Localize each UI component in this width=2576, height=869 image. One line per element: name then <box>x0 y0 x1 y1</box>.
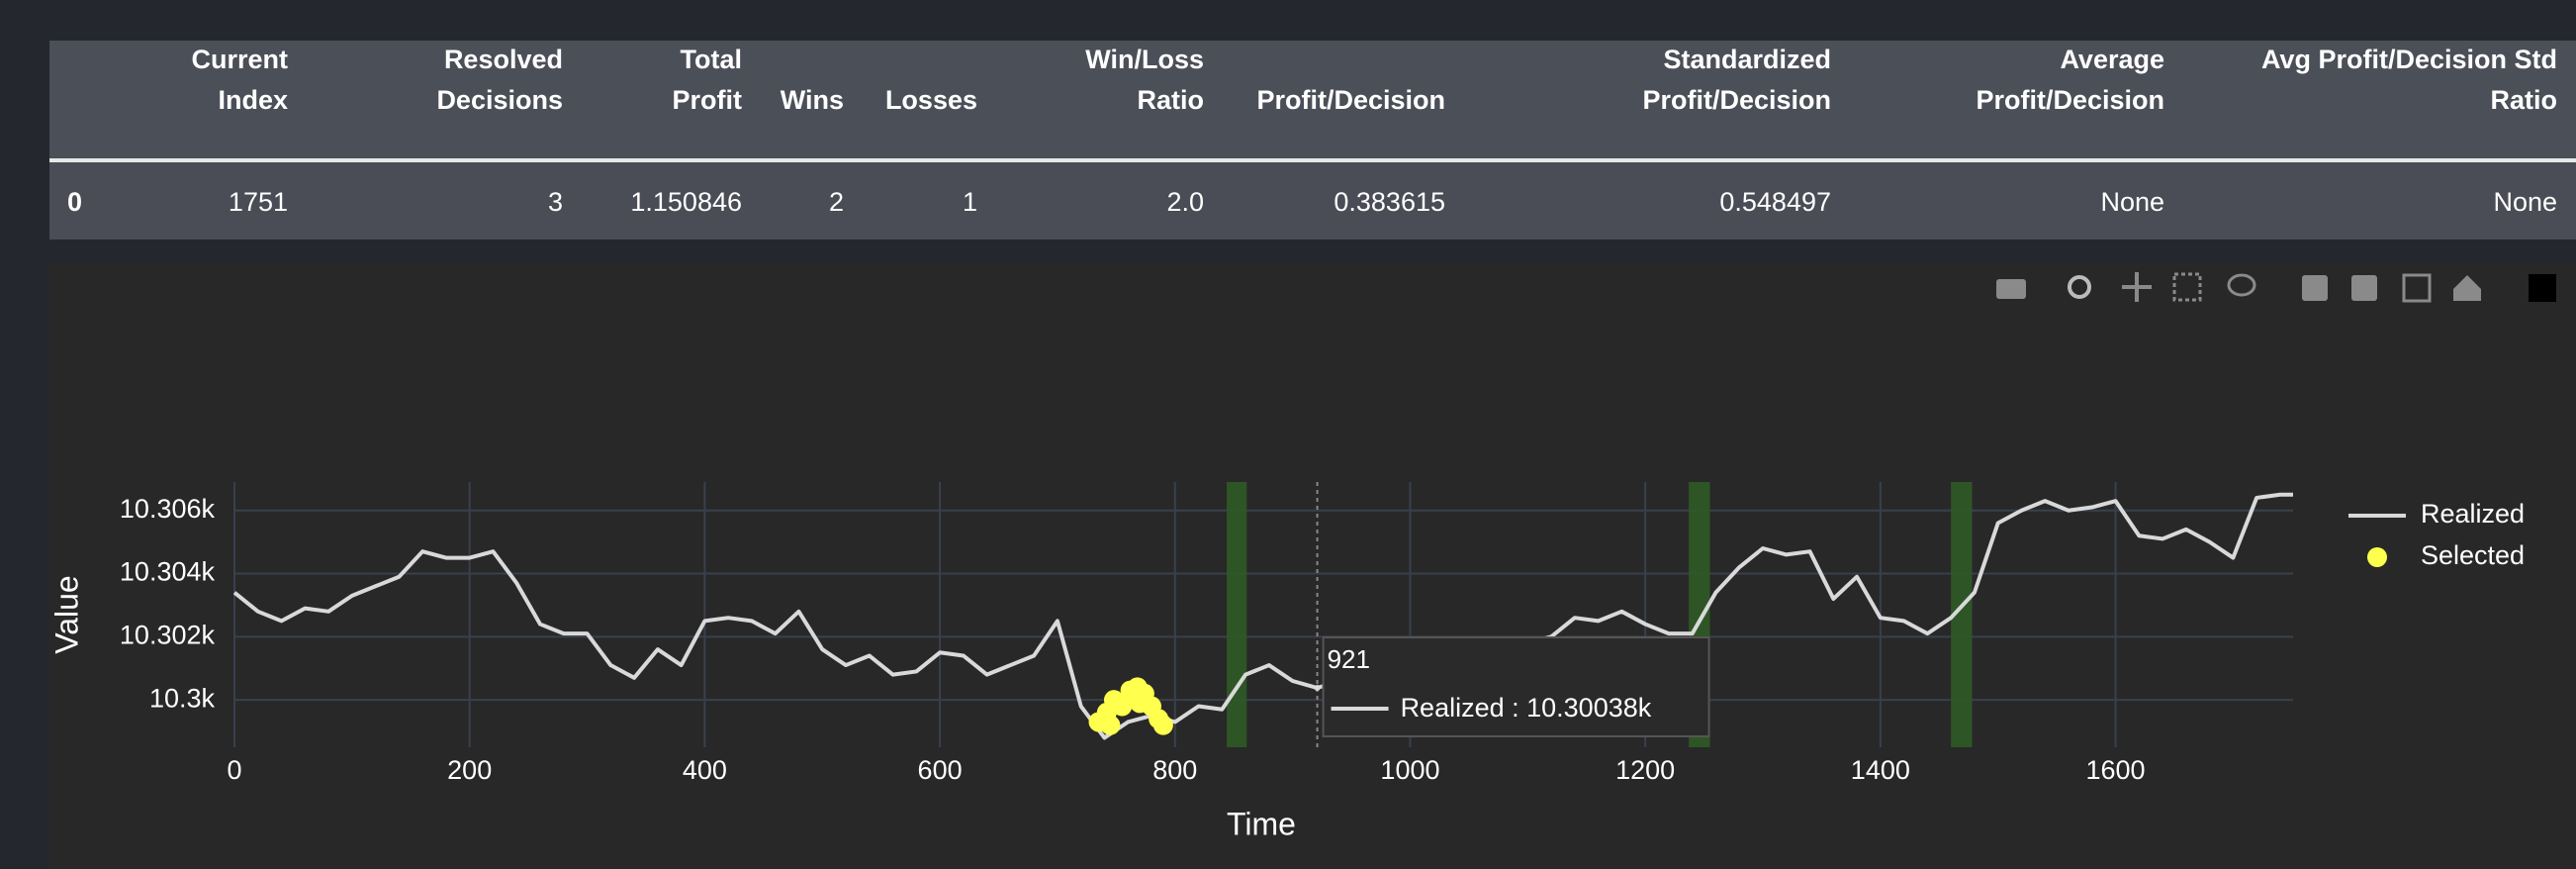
header-cell: Profit/Decision <box>1642 85 1831 115</box>
modebar <box>1996 272 2556 303</box>
table-cell: None <box>2100 187 2164 217</box>
table-cell: 2 <box>828 187 844 217</box>
legend-label: Selected <box>2421 540 2525 570</box>
header-cell: Ratio <box>2490 85 2558 115</box>
series-line <box>232 492 2293 740</box>
x-tick-label: 0 <box>227 755 241 785</box>
legend-marker <box>2367 547 2387 567</box>
tooltip-box <box>1322 636 1710 737</box>
table-header: Current Index Resolved Decisions Total Profit… <box>49 41 2576 159</box>
header-cell: Ratio <box>1137 85 1205 115</box>
chart-background <box>49 263 2576 869</box>
zoom-icon[interactable] <box>2068 275 2091 299</box>
header-cell: Win/Loss <box>1085 45 1204 74</box>
table-cell: 0.548497 <box>1719 187 1831 217</box>
hover-point <box>1314 685 1321 692</box>
camera-icon[interactable] <box>1996 279 2026 299</box>
highlight-region <box>1227 482 1247 747</box>
x-tick-label: 1200 <box>1615 755 1675 785</box>
lasso-icon[interactable] <box>2227 273 2256 297</box>
x-tick-label: 1400 <box>1851 755 1910 785</box>
x-tick-label: 600 <box>918 755 963 785</box>
x-tick-label: 1000 <box>1380 755 1439 785</box>
row-index: 0 <box>67 187 83 217</box>
header-cell: Avg Profit/Decision Std <box>2260 45 2557 74</box>
zoom-out-icon[interactable] <box>2351 275 2377 301</box>
data-point <box>1100 715 1121 735</box>
legend-label: Realized <box>2421 499 2525 529</box>
header-cell: Profit/Decision <box>1976 85 2164 115</box>
highlight-region <box>1951 482 1973 747</box>
table-row: 0 1751 3 1.150846 2 1 2.0 0.383615 0.548497 None N… <box>49 162 2576 240</box>
select-icon[interactable] <box>2172 272 2202 302</box>
header-cell: Wins <box>780 85 844 115</box>
table-cell: 0.383615 <box>1334 187 1445 217</box>
tooltip-value: Realized : 10.30038k <box>1401 693 1652 723</box>
header-cell: Profit/Decision <box>1256 85 1445 115</box>
tooltip-x: 921 <box>1328 644 1370 674</box>
header-cell: Current <box>191 45 288 74</box>
table-cell: 2.0 <box>1166 187 1204 217</box>
table-cell: 3 <box>547 187 563 217</box>
x-axis-title: Time <box>1227 806 1296 841</box>
x-tick-label: 400 <box>683 755 727 785</box>
y-tick-label: 10.3k <box>149 683 216 713</box>
header-cell: Standardized <box>1663 45 1831 74</box>
header-cell: Average <box>2060 45 2164 74</box>
x-tick-label: 1600 <box>2086 755 2146 785</box>
x-tick-label: 800 <box>1152 755 1197 785</box>
header-cell: Losses <box>884 85 977 115</box>
zoom-in-icon[interactable] <box>2302 275 2328 301</box>
autoscale-icon[interactable] <box>2402 273 2432 303</box>
table-cell: None <box>2493 187 2557 217</box>
header-cell: Total <box>680 45 743 74</box>
y-tick-label: 10.302k <box>120 620 216 649</box>
table-cell: 1.150846 <box>630 187 742 217</box>
table-cell: 1751 <box>228 187 288 217</box>
x-tick-label: 200 <box>447 755 492 785</box>
header-cell: Index <box>218 85 288 115</box>
data-point <box>1152 715 1173 735</box>
pan-icon[interactable] <box>2122 272 2152 302</box>
header-cell: Decisions <box>436 85 563 115</box>
table-cell: 1 <box>962 187 977 217</box>
header-separator <box>49 158 2576 162</box>
header-cell: Resolved <box>443 45 563 74</box>
reset-icon[interactable] <box>2453 275 2481 301</box>
data-point <box>1112 696 1133 717</box>
plotly-logo[interactable] <box>2529 274 2556 302</box>
header-cell: Profit <box>672 85 743 115</box>
y-tick-label: 10.306k <box>120 494 216 524</box>
y-tick-label: 10.304k <box>120 557 216 587</box>
y-axis-title: Value <box>48 575 84 653</box>
plot-area: 10.3k 10.302k 10.304k 10.306k 0 200 400 600 800 1… <box>48 482 2525 841</box>
